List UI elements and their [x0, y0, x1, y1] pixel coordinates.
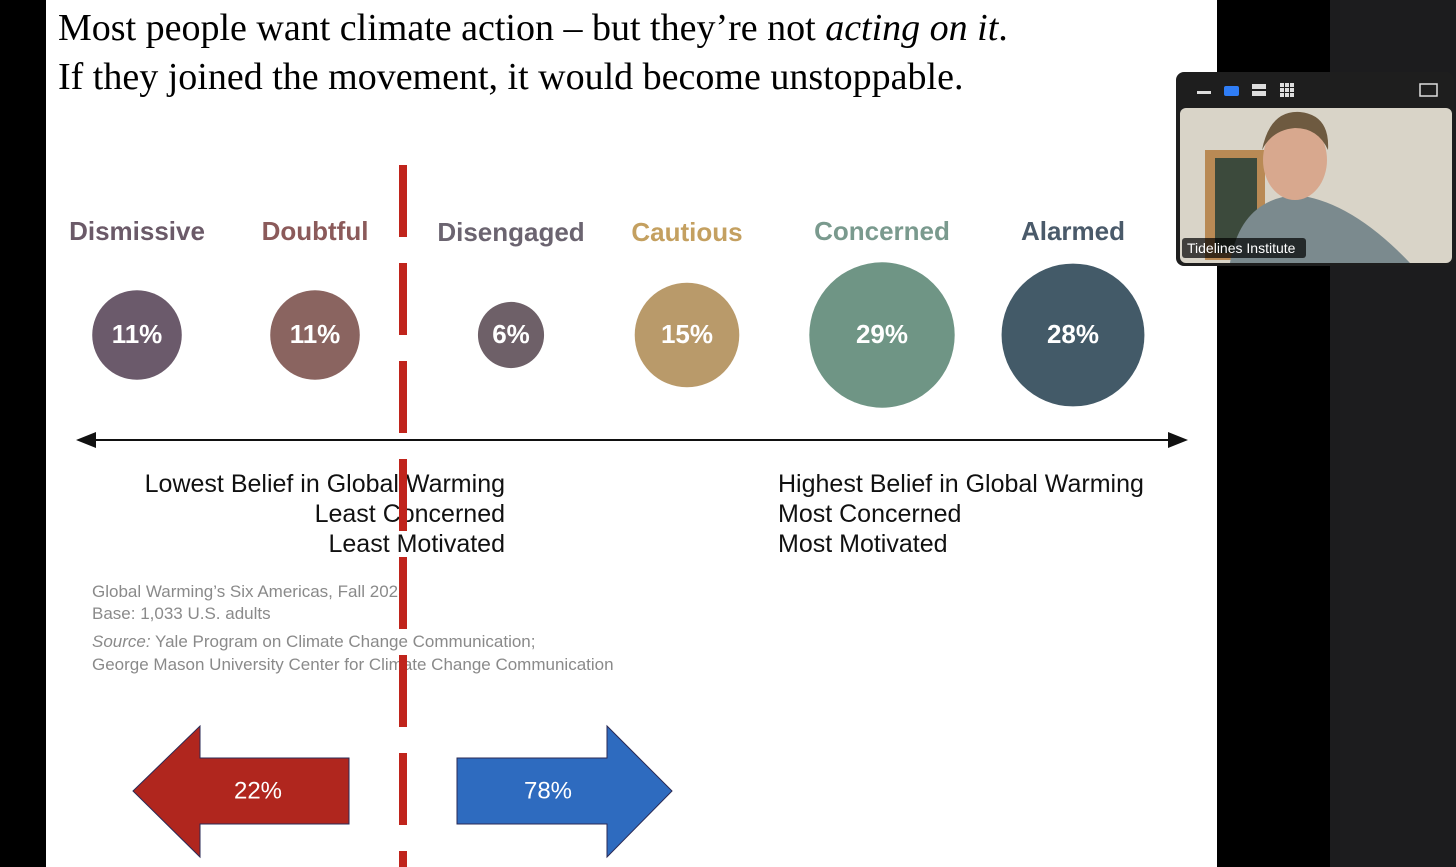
segment-percent: 29%	[856, 319, 908, 349]
share-arrow	[456, 724, 673, 859]
name-badge	[1182, 238, 1306, 258]
axis-arrowhead-right	[1168, 432, 1188, 448]
segment-name: Cautious	[631, 217, 742, 247]
belief-text: Most Motivated	[778, 530, 948, 558]
gallery-icon[interactable]	[1280, 83, 1294, 97]
segment-bubble	[92, 290, 182, 380]
source-line: Global Warming’s Six Americas, Fall 2023	[92, 582, 408, 601]
source-line: George Mason University Center for Clima…	[92, 655, 614, 674]
segments: Dismissive 11% Doubtful 11% Disengaged 6% Caut…	[69, 216, 1145, 408]
arrow-label: 22%	[234, 777, 282, 804]
segment-bubble	[809, 262, 955, 408]
segment-percent: 11%	[290, 319, 341, 349]
minimize-icon[interactable]	[1197, 91, 1211, 94]
segment-name: Disengaged	[437, 217, 584, 247]
participant-name: Tidelines Institute	[1187, 240, 1296, 256]
segment-percent: 28%	[1047, 319, 1099, 349]
segment-percent: 15%	[661, 319, 713, 349]
segment-name: Dismissive	[69, 216, 205, 246]
segment-bubble	[634, 282, 740, 388]
segment-name: Concerned	[814, 216, 950, 246]
split-arrows: 22% 78%	[132, 724, 673, 859]
segment-percent: 6%	[492, 319, 530, 349]
title-emphasis: acting on it	[825, 7, 1000, 49]
speaker-view-icon[interactable]	[1224, 86, 1239, 96]
title-text: Most people want climate action – but th…	[58, 7, 825, 49]
belief-text: Lowest Belief in Global Warming	[145, 470, 505, 498]
segment-percent: 11%	[112, 319, 163, 349]
share-arrow	[132, 724, 350, 859]
video-person-head	[1263, 120, 1327, 200]
source-line: Source: Yale Program on Climate Change C…	[92, 632, 535, 651]
title-text: .	[998, 7, 1008, 49]
source-text: Yale Program on Climate Change Communica…	[151, 632, 536, 651]
segment-name: Doubtful	[262, 216, 369, 246]
video-person-hair	[1262, 111, 1329, 150]
source-label: Source:	[92, 632, 151, 651]
belief-text: Least Concerned	[315, 500, 505, 528]
layout-icon[interactable]	[1252, 84, 1266, 89]
segment-bubble	[477, 301, 545, 369]
belief-text: Most Concerned	[778, 500, 961, 528]
segment-name: Alarmed	[1021, 216, 1125, 246]
title-line-2: If they joined the movement, it would be…	[58, 56, 963, 98]
title-line-1: Most people want climate action – but th…	[58, 7, 1008, 49]
exit-fullscreen-icon[interactable]	[1419, 83, 1438, 97]
source-line: Base: 1,033 U.S. adults	[92, 604, 271, 623]
axis-arrowhead-left	[76, 432, 96, 448]
video-tile: Tidelines Institute	[1176, 72, 1454, 266]
segment-bubble	[1001, 263, 1145, 407]
segment-bubble	[270, 290, 360, 380]
slide	[46, 0, 1217, 867]
layout-icon[interactable]	[1252, 91, 1266, 96]
arrow-label: 78%	[524, 777, 572, 804]
belief-text: Least Motivated	[329, 530, 506, 558]
belief-text: Highest Belief in Global Warming	[778, 470, 1144, 498]
